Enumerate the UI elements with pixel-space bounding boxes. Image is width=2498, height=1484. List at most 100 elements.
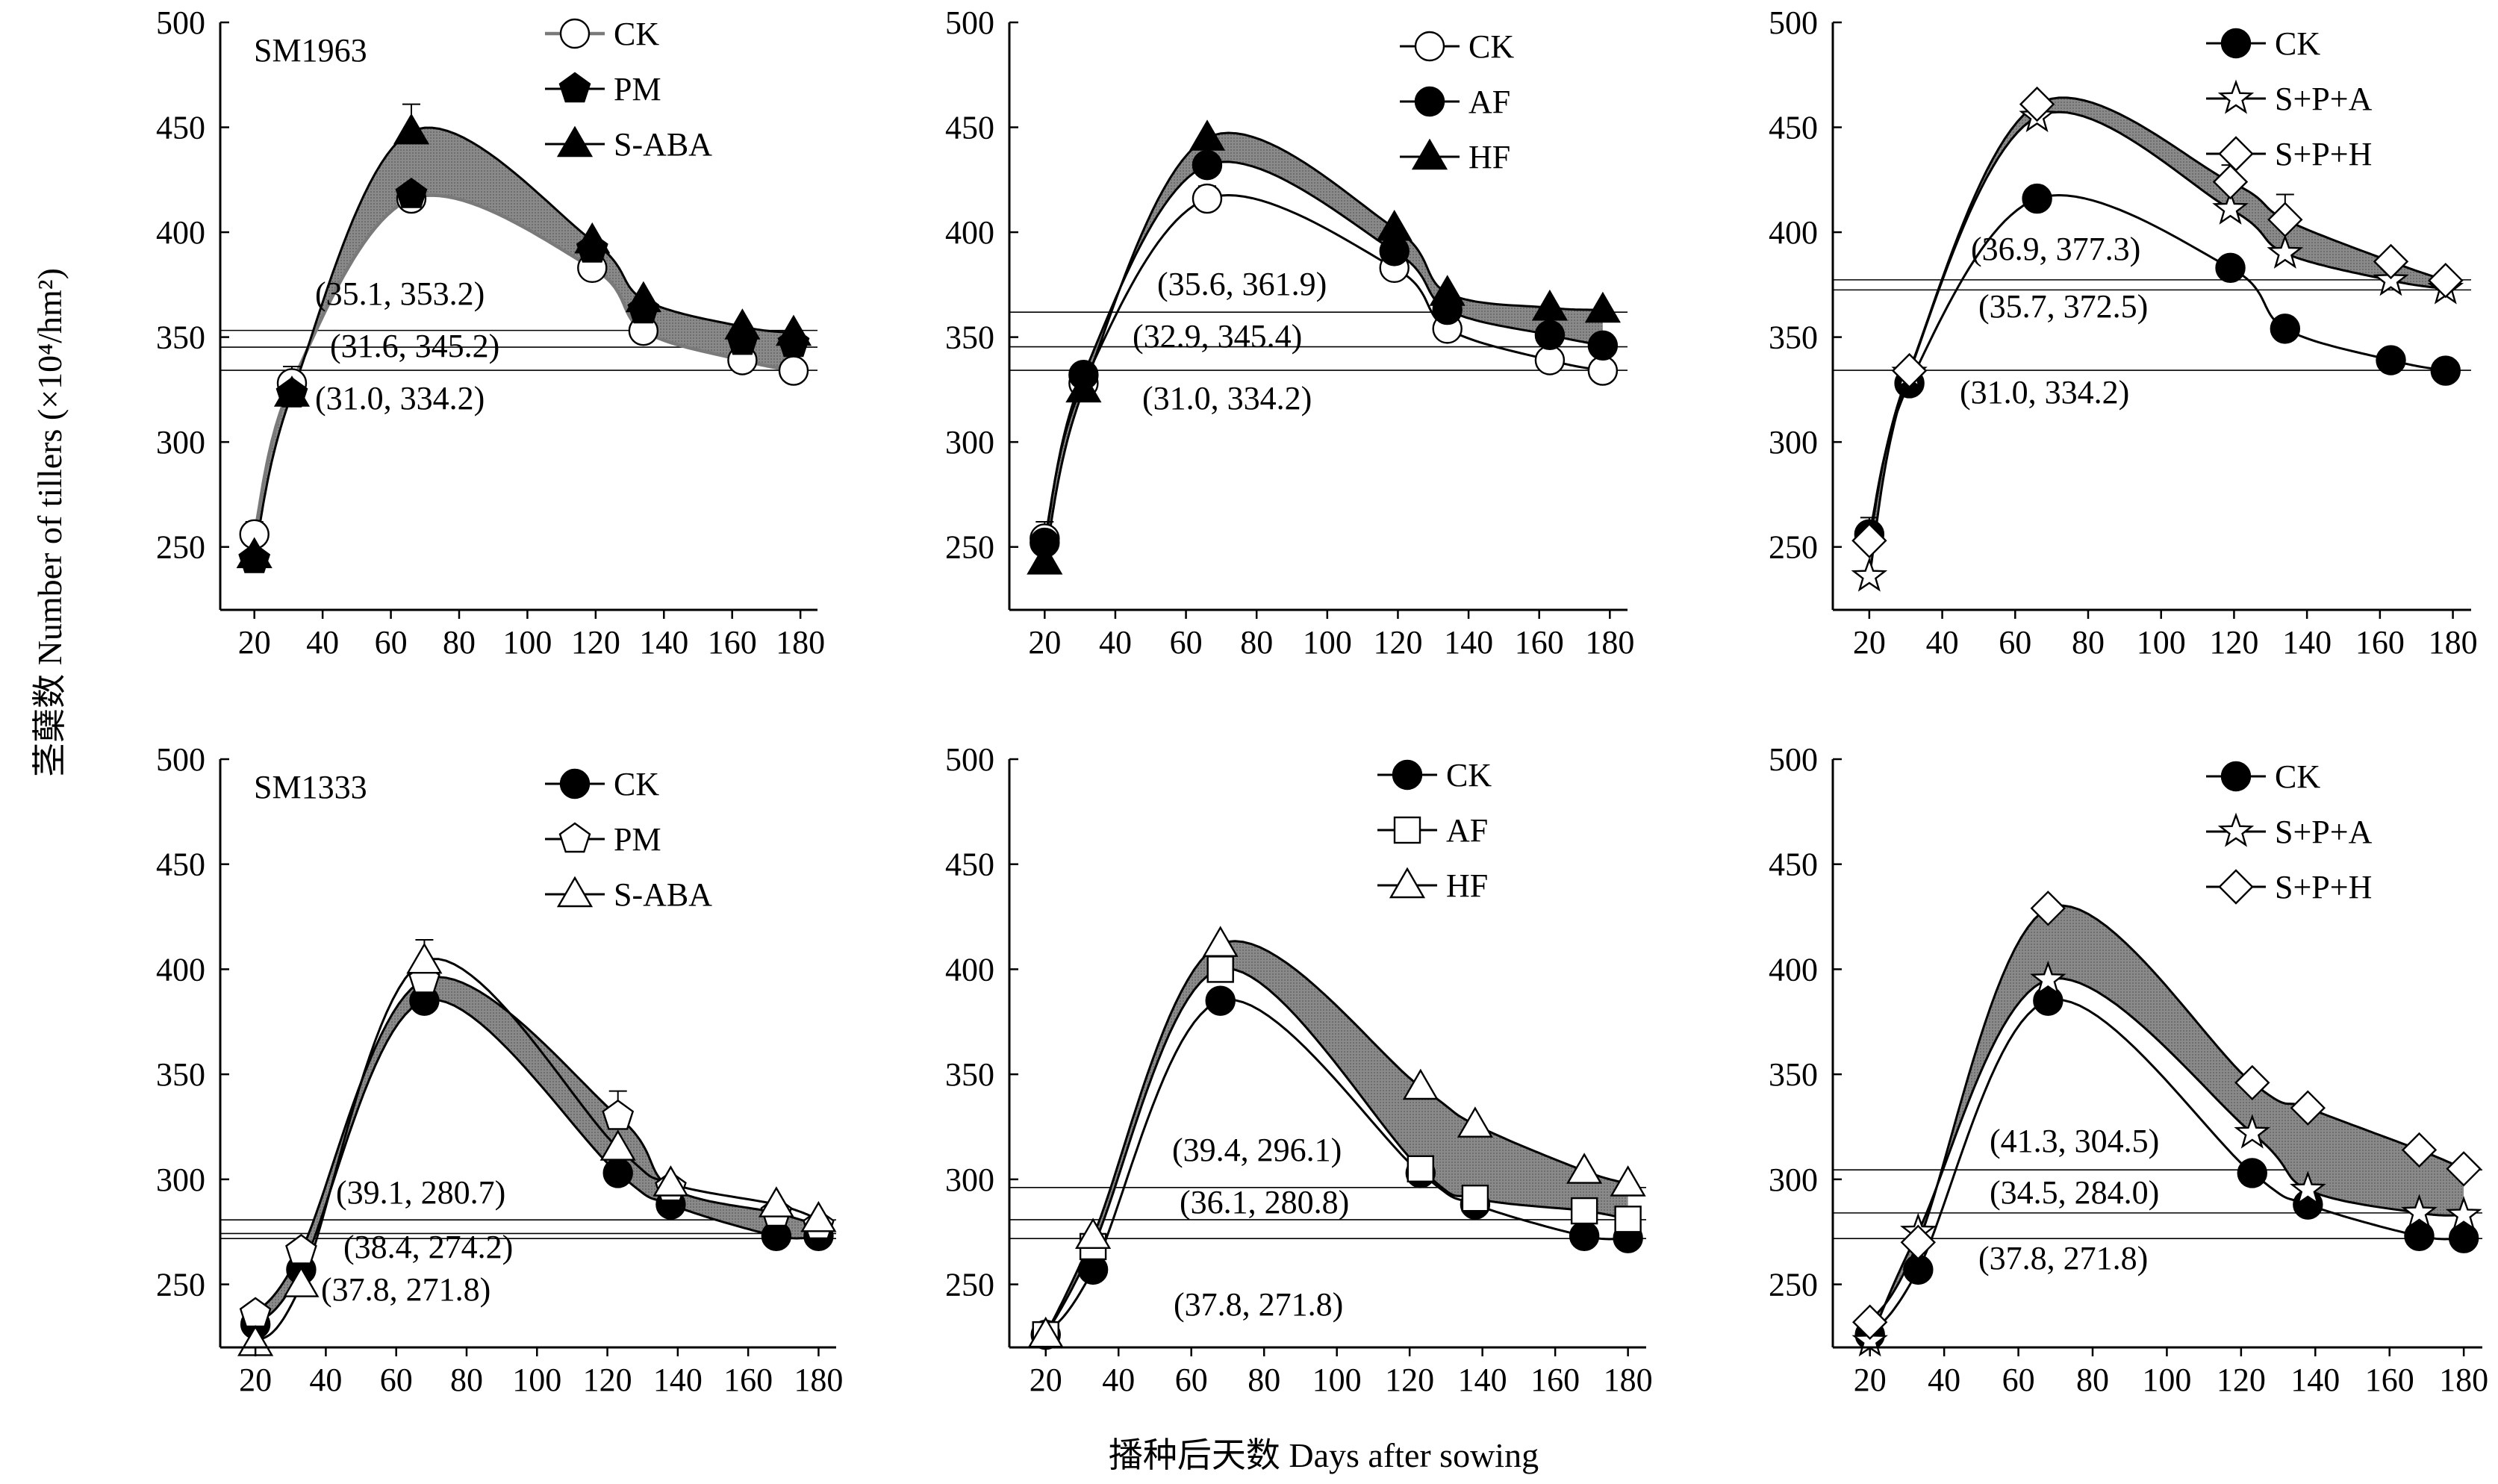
- shaded-band: [254, 128, 794, 555]
- data-point-s-p-h: [2019, 86, 2055, 122]
- data-point-s-p-h: [2373, 243, 2409, 280]
- x-tick-label: 80: [2076, 1362, 2109, 1398]
- data-point-hf: [1027, 543, 1063, 575]
- data-point-hf: [1429, 275, 1466, 306]
- y-tick-label: 250: [945, 1267, 994, 1303]
- legend-label-s-p-h: S+P+H: [2275, 136, 2372, 172]
- annotation-label: (37.8, 271.8): [1174, 1286, 1343, 1323]
- data-point-s-aba: [283, 1266, 320, 1297]
- data-point-s-aba: [406, 942, 443, 974]
- legend-label-af: AF: [1446, 812, 1488, 849]
- y-tick-label: 350: [1769, 1056, 1818, 1093]
- y-axis-label: 茎蘖数 Number of tillers (×10⁴/hm²): [31, 268, 69, 777]
- legend-label-ck: CK: [2275, 758, 2320, 795]
- data-point-af: [1614, 1206, 1642, 1233]
- annotation-label: (37.8, 271.8): [1978, 1240, 2148, 1276]
- variety-label: SM1333: [254, 769, 367, 805]
- annotation-label: (39.4, 296.1): [1172, 1132, 1342, 1168]
- data-point-hf: [1457, 1106, 1493, 1138]
- y-tick-label: 350: [1769, 319, 1818, 356]
- chart-panel-1: 250 300 350 400 450 500 20 40 60 80 100 120 140 160 18…: [156, 4, 825, 661]
- legend-label-ck: CK: [1446, 757, 1492, 794]
- x-tick-label: 40: [306, 624, 339, 661]
- y-tick-label: 500: [1769, 741, 1818, 778]
- x-tick-label: 180: [776, 624, 825, 661]
- data-point-s-p-a: [2445, 1196, 2482, 1231]
- annotation-label: (41.3, 304.5): [1990, 1123, 2159, 1159]
- legend-marker-af: [1414, 86, 1445, 117]
- x-tick-label: 160: [708, 624, 757, 661]
- data-point-pm: [602, 1099, 635, 1130]
- x-tick-label: 20: [1853, 624, 1886, 661]
- x-tick-label: 80: [443, 624, 476, 661]
- x-tick-label: 60: [375, 624, 408, 661]
- chart-panel-5: 250 300 350 400 450 500 20 40 60 80 100 120 140 160 18…: [945, 741, 1653, 1398]
- y-tick-label: 350: [945, 1056, 994, 1093]
- x-tick-label: 100: [2142, 1362, 2191, 1398]
- data-point-hf: [1531, 289, 1568, 321]
- x-tick-label: 120: [1373, 624, 1422, 661]
- x-tick-label: 140: [2282, 624, 2332, 661]
- data-point-ck: [2215, 252, 2246, 284]
- data-point-s-p-h: [2290, 1090, 2326, 1126]
- legend-label-ck: CK: [2275, 25, 2320, 62]
- data-point-hf: [1584, 291, 1621, 323]
- y-tick-label: 300: [945, 1162, 994, 1198]
- legend-marker-ck: [559, 768, 591, 799]
- legend-marker-s-p-h: [2218, 136, 2254, 172]
- data-point-s-p-a: [2234, 1114, 2271, 1149]
- x-tick-label: 140: [639, 624, 688, 661]
- legend-label-af: AF: [1468, 84, 1510, 120]
- legend-marker-ck: [2220, 761, 2252, 792]
- x-tick-label: 60: [380, 1362, 413, 1398]
- y-tick-label: 400: [945, 214, 994, 251]
- annotation-label: (38.4, 274.2): [343, 1229, 513, 1265]
- legend-marker-s-aba: [556, 876, 594, 908]
- data-point-s-p-a: [2267, 234, 2304, 269]
- data-point-s-aba: [800, 1200, 837, 1232]
- x-tick-label: 160: [1530, 1362, 1580, 1398]
- data-point-hf: [1202, 926, 1239, 957]
- data-point-s-p-h: [1900, 1224, 1936, 1260]
- y-tick-label: 300: [1769, 424, 1818, 461]
- x-tick-label: 180: [2429, 624, 2478, 661]
- legend-label-hf: HF: [1446, 867, 1488, 904]
- x-tick-label: 120: [2209, 624, 2258, 661]
- data-point-s-p-a: [2212, 190, 2249, 225]
- data-point-s-p-a: [1851, 557, 1888, 592]
- shaded-band: [1869, 905, 2464, 1341]
- legend-label-s-p-a: S+P+A: [2275, 814, 2373, 850]
- data-point-s-p-h: [2428, 263, 2464, 299]
- x-tick-label: 80: [1248, 1362, 1280, 1398]
- legend-marker-af: [1393, 816, 1421, 844]
- annotation-label: (39.1, 280.7): [336, 1174, 505, 1211]
- y-tick-label: 500: [945, 741, 994, 778]
- annotation-label: (35.7, 372.5): [1978, 288, 2148, 325]
- x-tick-label: 160: [723, 1362, 773, 1398]
- y-tick-label: 400: [1769, 214, 1818, 251]
- y-tick-label: 250: [156, 1267, 205, 1303]
- y-tick-label: 500: [156, 741, 205, 778]
- annotation-label: (31.0, 334.2): [1960, 374, 2129, 411]
- data-point-s-aba: [273, 375, 311, 407]
- y-tick-label: 400: [156, 951, 205, 988]
- x-tick-label: 60: [2002, 1362, 2035, 1398]
- y-tick-label: 450: [156, 110, 205, 146]
- x-tick-label: 20: [238, 624, 271, 661]
- y-tick-label: 250: [1769, 1267, 1818, 1303]
- legend-label-s-p-h: S+P+H: [2275, 869, 2372, 905]
- series-line-ck: [252, 193, 794, 535]
- data-point-ck: [1534, 345, 1566, 375]
- data-point-ck: [778, 355, 809, 386]
- data-point-s-p-h: [2030, 891, 2066, 926]
- data-point-af: [1192, 149, 1223, 181]
- legend-label-ck: CK: [614, 16, 659, 52]
- data-point-af: [1379, 236, 1410, 266]
- x-tick-label: 40: [1099, 624, 1132, 661]
- data-point-ck: [1587, 355, 1619, 386]
- data-point-af: [1407, 1155, 1434, 1182]
- data-point-ck: [2270, 314, 2301, 344]
- y-tick-label: 450: [1769, 110, 1818, 146]
- data-point-s-aba: [775, 314, 812, 346]
